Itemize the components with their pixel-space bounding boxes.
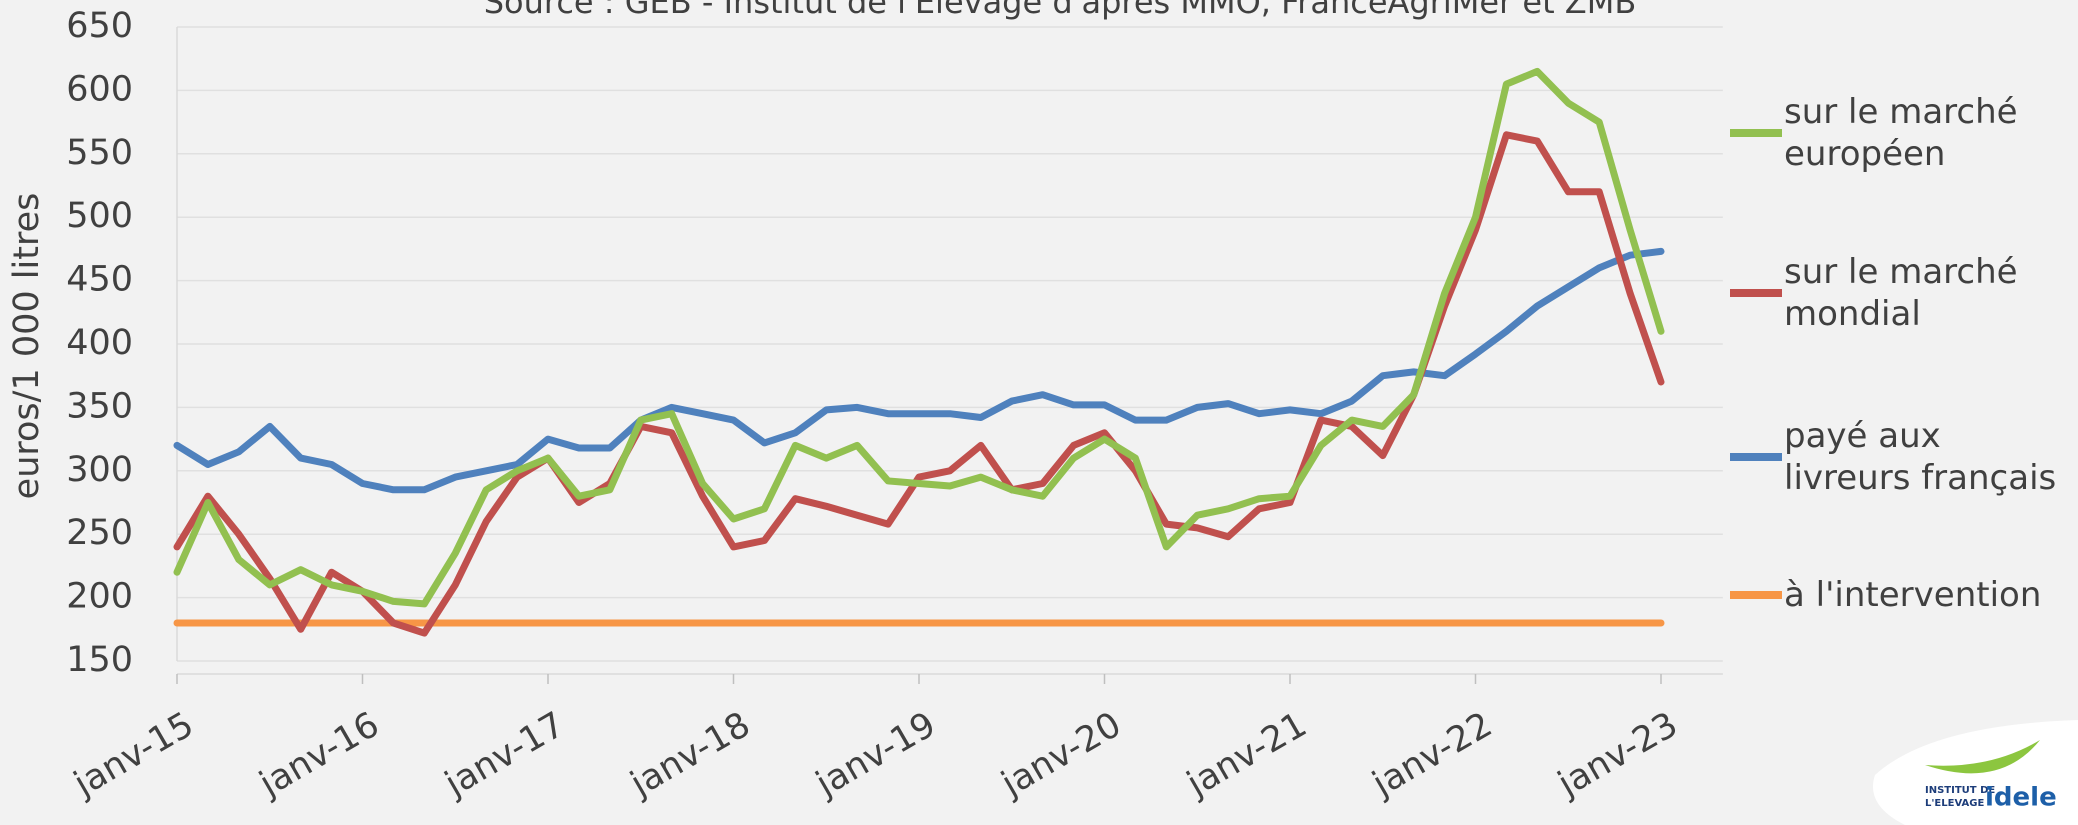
y-tick-label: 650 [66, 6, 133, 46]
legend-item: sur le marché européen [1730, 88, 2070, 178]
x-tick-label: janv-21 [1180, 705, 1314, 805]
x-tick-label: janv-17 [438, 705, 572, 805]
legend-label: sur le marché européen [1784, 92, 2018, 174]
x-tick-label: janv-20 [994, 705, 1128, 805]
series-line [173, 247, 1665, 494]
y-tick-label: 400 [66, 323, 133, 363]
x-tick-label: janv-19 [809, 705, 943, 805]
x-tick-label: janv-23 [1551, 705, 1685, 805]
logo: INSTITUT DE L'ELEVAGE idele [1873, 720, 2078, 825]
y-tick-label: 300 [66, 450, 133, 490]
y-tick-label: 250 [66, 513, 133, 553]
x-tick-label: janv-22 [1365, 705, 1499, 805]
y-tick-label: 450 [66, 260, 133, 300]
legend-item: payé aux livreurs français [1730, 412, 2070, 502]
y-axis-label: euros/1 000 litres [7, 193, 47, 500]
x-tick-label: janv-16 [252, 705, 386, 805]
series-line [173, 131, 1665, 637]
legend-swatch [1730, 591, 1782, 599]
series-line [173, 67, 1665, 608]
legend-swatch [1730, 289, 1782, 297]
y-tick-label: 500 [66, 196, 133, 236]
y-tick-label: 550 [66, 133, 133, 173]
source: Source : GEB - Institut de l'Elevage d'a… [484, 0, 1637, 21]
logo-line2: L'ELEVAGE [1925, 798, 1984, 809]
x-tick-label: janv-15 [67, 705, 201, 805]
legend-item: sur le marché mondial [1730, 248, 2070, 338]
legend-swatch [1730, 453, 1782, 461]
y-tick-label: 600 [66, 69, 133, 109]
legend-item: à l'intervention [1730, 550, 2070, 640]
logo-swoosh [1925, 740, 2040, 774]
legend-swatch [1730, 129, 1782, 137]
y-tick-label: 150 [66, 640, 133, 680]
logo-line1: INSTITUT DE [1925, 785, 1995, 796]
y-tick-label: 350 [66, 386, 133, 426]
legend-label: payé aux livreurs français [1784, 416, 2057, 498]
legend-label: à l'intervention [1784, 575, 2042, 615]
y-tick-label: 200 [66, 577, 133, 617]
logo-name: idele [1985, 783, 2057, 813]
x-tick-label: janv-18 [623, 705, 757, 805]
legend-label: sur le marché mondial [1784, 252, 2018, 334]
